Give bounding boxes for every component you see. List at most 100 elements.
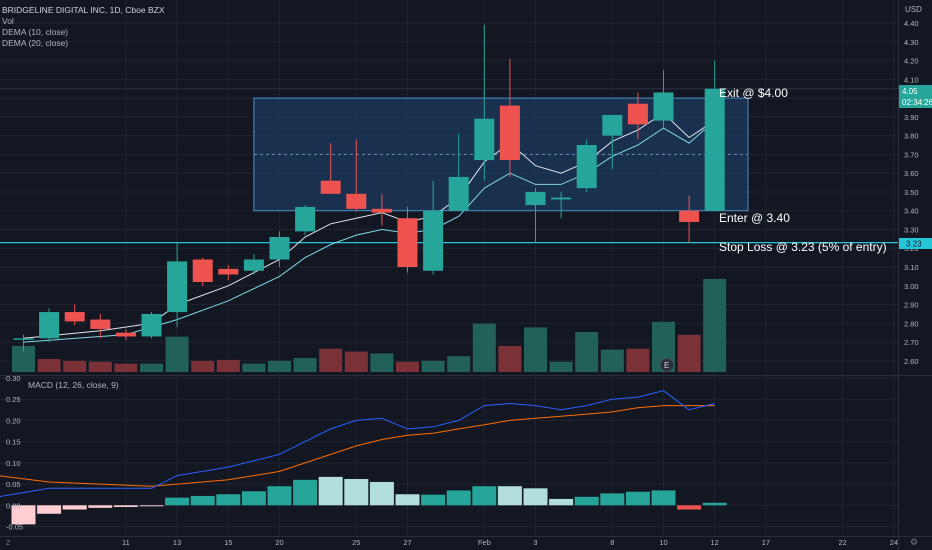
volume-bar [268, 360, 291, 372]
volume-bar [575, 332, 599, 372]
price-tick-label: 3.00 [904, 282, 919, 291]
candle-body [704, 88, 725, 211]
volume-bar [114, 363, 138, 372]
macd-line [0, 390, 715, 497]
volume-bar [549, 361, 573, 372]
currency-label: USD [905, 5, 922, 14]
price-tick-label: 3.90 [904, 113, 919, 122]
earnings-marker[interactable] [660, 358, 674, 372]
macd-histogram-bar [267, 486, 292, 506]
price-tick-label: 2.90 [904, 301, 919, 310]
macd-histogram-bar [702, 502, 727, 506]
macd-tick-label: 0.10 [6, 459, 21, 468]
candle-body [679, 210, 700, 222]
price-tick-label: 3.30 [904, 225, 919, 234]
date-tick-label: 25 [352, 538, 360, 547]
candle-body [397, 218, 418, 268]
date-tick-label: 22 [839, 538, 847, 547]
volume-bar [37, 358, 61, 372]
volume-bar [677, 334, 701, 372]
macd-histogram-bar [190, 495, 215, 506]
stop-annotation: Stop Loss @ 3.23 (5% of entry) [719, 240, 887, 254]
macd-histogram-bar [113, 505, 138, 507]
candle-body [39, 312, 60, 339]
date-tick-label: 11 [122, 538, 130, 547]
candle-body [525, 191, 546, 206]
candle-body [627, 103, 648, 125]
candle-body [551, 197, 572, 200]
enter-annotation: Enter @ 3.40 [719, 211, 790, 225]
price-tick-label: 3.60 [904, 169, 919, 178]
candle-body [192, 259, 213, 283]
macd-tick-label: 0.30 [6, 374, 21, 383]
volume-bar [12, 345, 35, 372]
candle-body [295, 206, 316, 232]
price-tick-label: 2.80 [904, 319, 919, 328]
volume-bar [165, 336, 189, 372]
candle-body [13, 338, 34, 340]
macd-title: MACD (12, 26, close, 9) [28, 380, 119, 390]
dema20-line [23, 120, 716, 343]
volume-bar [319, 348, 343, 372]
earnings-marker-label: E [664, 361, 669, 370]
price-tick-label: 2.60 [904, 357, 919, 366]
candle-body [371, 208, 392, 213]
stop-price-value: 3.23 [906, 240, 922, 249]
volume-bar [447, 356, 471, 372]
candle-body [423, 210, 444, 271]
candle-body [474, 118, 495, 161]
candle-body [499, 105, 520, 161]
volume-bar [472, 323, 496, 372]
macd-histogram-bar [344, 478, 369, 506]
date-tick-label: 17 [762, 538, 770, 547]
volume-bar [191, 360, 215, 372]
macd-histogram-bar [37, 505, 62, 514]
date-tick-label: 8 [610, 538, 614, 547]
macd-histogram-bar [62, 505, 87, 510]
macd-histogram-bar [651, 490, 676, 506]
macd-pane [0, 390, 727, 525]
volume-bar [370, 353, 394, 372]
price-tick-label: 3.70 [904, 150, 919, 159]
macd-histogram-bar [11, 505, 36, 525]
candle-body [115, 332, 136, 337]
candle-body [653, 92, 674, 121]
macd-histogram-bar [165, 497, 190, 506]
volume-bar [703, 279, 727, 372]
indicator-dema20: DEMA (20, close) [2, 38, 68, 48]
date-tick-label: 13 [173, 538, 181, 547]
settings-gear-icon[interactable]: ⚙ [910, 537, 918, 547]
candle-body [576, 145, 597, 189]
price-tick-label: 3.50 [904, 188, 919, 197]
price-tick-label: 4.30 [904, 38, 919, 47]
candle-body [218, 268, 239, 275]
last-price-badge [899, 85, 932, 108]
macd-histogram-bar [549, 498, 574, 506]
macd-histogram-bar [293, 479, 318, 506]
price-tick-label: 3.80 [904, 132, 919, 141]
volume-bar [396, 361, 419, 372]
date-tick-label: 27 [403, 538, 411, 547]
date-tick-label: 3 [533, 538, 537, 547]
candle-body [167, 261, 188, 313]
date-tick-label: Feb [478, 538, 491, 547]
price-tick-label: 4.20 [904, 57, 919, 66]
stop-price-badge [899, 238, 932, 249]
volume-bar [216, 359, 240, 372]
macd-histogram-bar [446, 490, 471, 506]
volume-bar [88, 361, 112, 372]
volume-bar [524, 327, 547, 372]
macd-tick-label: 0.20 [6, 416, 21, 425]
candle-body [320, 180, 341, 194]
macd-histogram-bar [677, 505, 702, 510]
macd-histogram-bar [139, 505, 164, 507]
volume-bar [626, 348, 650, 372]
exit-annotation: Exit @ $4.00 [719, 86, 788, 100]
price-tick-label: 2.70 [904, 338, 919, 347]
timezone-icon[interactable]: Z [6, 540, 11, 547]
price-tick-label: 4.10 [904, 75, 919, 84]
macd-histogram-bar [88, 505, 113, 508]
indicator-vol: Vol [2, 16, 14, 26]
